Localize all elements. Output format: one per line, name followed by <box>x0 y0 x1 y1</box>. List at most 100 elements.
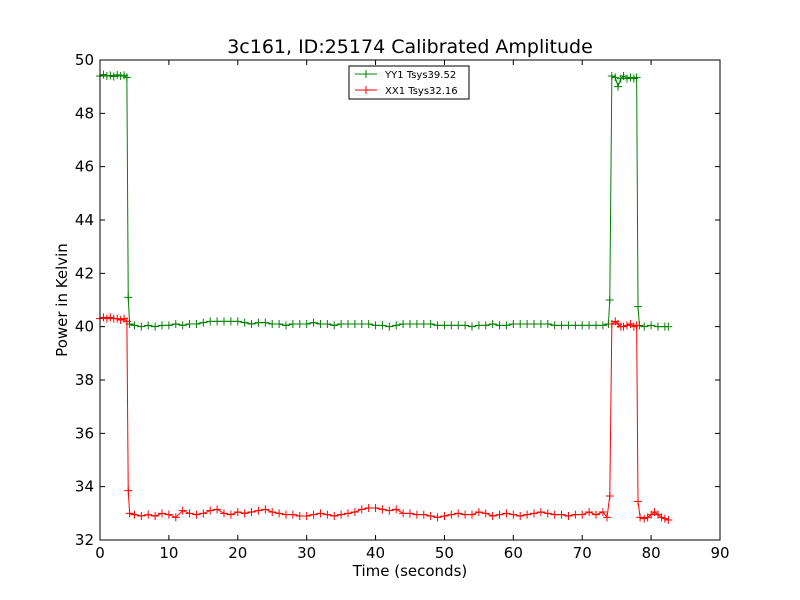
data-point-yy1 <box>99 70 108 79</box>
data-point-yy1 <box>330 321 339 330</box>
data-point-xx1 <box>275 509 284 518</box>
x-tick-label: 40 <box>366 544 385 562</box>
data-point-xx1 <box>171 513 180 522</box>
legend-marker-xx1 <box>362 86 370 94</box>
data-point-xx1 <box>261 505 270 514</box>
data-point-yy1 <box>495 321 504 330</box>
data-point-yy1 <box>226 317 235 326</box>
data-point-yy1 <box>502 321 511 330</box>
data-point-yy1 <box>295 320 304 328</box>
data-point-xx1 <box>213 505 222 514</box>
data-point-yy1 <box>316 320 325 328</box>
x-tick-labels: 0 10 20 30 40 50 60 70 80 90 <box>95 544 729 562</box>
data-point-xx1 <box>130 510 139 519</box>
data-point-xx1 <box>406 509 414 518</box>
data-point-yy1 <box>247 320 256 328</box>
data-point-yy1 <box>158 321 166 330</box>
data-point-xx1 <box>523 510 532 519</box>
data-point-yy1 <box>102 72 111 80</box>
y-tick-labels: 32 34 36 38 40 42 44 46 48 50 <box>75 51 94 549</box>
x-tick-label: 50 <box>435 544 454 562</box>
data-point-xx1 <box>371 504 380 512</box>
plot-frame <box>99 59 721 541</box>
legend-entry-xx1: XX1 Tsys32.16 <box>355 86 458 97</box>
data-point-xx1 <box>632 321 641 330</box>
data-point-yy1 <box>206 317 215 326</box>
data-point-yy1 <box>474 321 483 330</box>
data-point-xx1 <box>664 516 673 524</box>
chart-title: 3c161, ID:25174 Calibrated Amplitude <box>227 36 593 58</box>
data-point-yy1 <box>357 320 366 328</box>
y-tick-label: 44 <box>75 211 94 229</box>
data-point-xx1 <box>516 512 525 520</box>
data-point-yy1 <box>440 321 449 330</box>
data-point-xx1 <box>603 513 612 522</box>
data-point-yy1 <box>509 320 518 328</box>
data-point-yy1 <box>213 317 222 326</box>
data-point-yy1 <box>481 321 490 330</box>
data-point-xx1 <box>433 513 442 522</box>
data-point-xx1 <box>634 497 643 506</box>
data-point-yy1 <box>268 320 277 328</box>
data-point-xx1 <box>254 506 263 515</box>
data-point-yy1 <box>634 302 643 311</box>
y-tick-label: 34 <box>75 478 94 496</box>
data-point-xx1 <box>323 510 332 519</box>
legend: YY1 Tsys39.52 XX1 Tsys32.16 <box>348 65 470 100</box>
data-point-yy1 <box>275 320 284 328</box>
legend-label-yy1: YY1 Tsys39.52 <box>384 70 456 81</box>
plot-background <box>100 60 720 540</box>
legend-label-xx1: XX1 Tsys32.16 <box>385 86 458 97</box>
data-point-yy1 <box>530 320 538 328</box>
data-point-xx1 <box>144 510 153 519</box>
data-point-yy1 <box>122 73 131 82</box>
data-point-xx1 <box>578 510 587 519</box>
data-point-xx1 <box>461 510 470 519</box>
x-axis-label: Time (seconds) <box>352 562 468 580</box>
data-point-yy1 <box>419 320 428 328</box>
data-point-yy1 <box>523 320 532 328</box>
y-axis-label: Power in Kelvin <box>53 243 71 357</box>
data-point-yy1 <box>592 321 600 330</box>
data-point-yy1 <box>261 318 270 327</box>
data-point-yy1 <box>109 72 118 81</box>
data-point-yy1 <box>412 320 421 328</box>
data-point-xx1 <box>550 510 559 519</box>
data-point-xx1 <box>399 509 408 518</box>
data-point-xx1 <box>488 512 497 520</box>
data-point-xx1 <box>124 486 133 495</box>
data-point-xx1 <box>99 313 108 322</box>
data-point-xx1 <box>316 509 325 518</box>
data-point-xx1 <box>454 509 463 518</box>
data-point-xx1 <box>206 506 215 515</box>
series-yy1 <box>96 70 673 331</box>
data-point-xx1 <box>137 512 146 520</box>
data-point-xx1 <box>623 321 631 330</box>
data-point-yy1 <box>130 321 139 330</box>
data-point-xx1 <box>412 510 421 519</box>
y-tick-label: 50 <box>75 51 94 69</box>
data-point-yy1 <box>614 82 623 91</box>
data-point-yy1 <box>447 321 456 330</box>
data-point-xx1 <box>247 508 256 516</box>
data-point-xx1 <box>192 510 201 519</box>
plot-area <box>96 59 721 541</box>
data-point-xx1 <box>122 317 131 326</box>
data-point-yy1 <box>323 320 332 328</box>
x-tick-label: 80 <box>642 544 661 562</box>
x-tick-label: 0 <box>95 544 105 562</box>
data-point-yy1 <box>254 318 263 327</box>
data-point-yy1 <box>288 320 297 328</box>
data-point-xx1 <box>557 510 566 519</box>
ticks-layer <box>99 59 721 541</box>
data-point-yy1 <box>199 318 208 327</box>
data-point-yy1 <box>106 71 115 80</box>
data-point-yy1 <box>171 320 180 328</box>
data-point-xx1 <box>636 513 645 522</box>
data-point-yy1 <box>233 317 242 326</box>
data-point-yy1 <box>640 322 649 331</box>
data-point-xx1 <box>640 514 649 523</box>
data-point-yy1 <box>220 317 228 326</box>
data-point-yy1 <box>550 321 559 330</box>
